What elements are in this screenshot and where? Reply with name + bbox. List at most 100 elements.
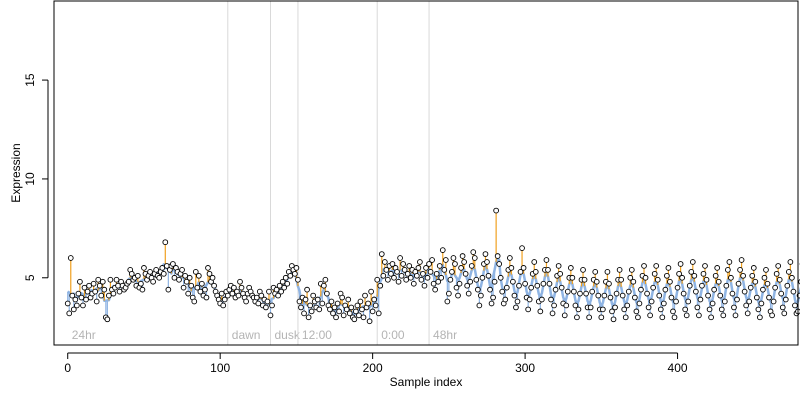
data-point: [113, 276, 120, 283]
data-point: [653, 263, 660, 269]
data-point: [397, 255, 403, 261]
data-point: [74, 302, 80, 309]
data-point: [141, 265, 147, 271]
data-point: [744, 310, 751, 317]
data-point: [470, 249, 477, 255]
data-point: [778, 290, 785, 297]
data-point: [539, 296, 545, 303]
data-point: [644, 290, 650, 297]
data-point: [657, 306, 664, 313]
data-point: [314, 296, 321, 303]
data-point: [743, 302, 750, 309]
data-point: [93, 298, 100, 305]
period-label: 0:00: [381, 328, 405, 342]
data-point: [674, 284, 681, 291]
data-point: [680, 290, 687, 297]
period-label: 24hr: [72, 328, 96, 342]
data-point: [322, 276, 329, 283]
data-point: [77, 278, 83, 285]
data-point: [728, 274, 734, 281]
data-point: [450, 255, 457, 261]
data-point: [625, 288, 632, 295]
data-point: [263, 304, 269, 311]
data-point: [194, 284, 201, 291]
data-point: [301, 310, 307, 317]
y-tick-label: 15: [23, 73, 37, 87]
data-point: [757, 314, 763, 321]
data-point: [449, 269, 455, 275]
data-point: [276, 282, 283, 289]
data-point: [706, 306, 713, 313]
data-point: [705, 292, 711, 299]
data-point: [622, 314, 629, 321]
data-point: [377, 282, 384, 289]
data-point: [183, 278, 190, 285]
data-point: [607, 294, 614, 301]
data-point: [770, 298, 777, 305]
data-point: [721, 298, 728, 305]
data-point: [555, 263, 562, 269]
data-point: [375, 310, 382, 317]
data-point: [685, 298, 692, 305]
data-point: [456, 280, 463, 287]
data-point: [633, 308, 640, 315]
period-label: dawn: [232, 328, 261, 342]
data-point: [537, 308, 544, 315]
data-point: [772, 284, 778, 291]
data-point: [714, 265, 721, 271]
data-point: [381, 259, 388, 265]
data-point: [353, 308, 359, 315]
x-tick-label: 100: [210, 361, 230, 375]
data-point: [447, 276, 454, 283]
data-point: [401, 267, 408, 273]
data-point: [645, 304, 652, 311]
data-point: [662, 286, 669, 293]
data-point: [464, 282, 471, 289]
data-point: [159, 265, 166, 271]
data-point: [490, 294, 496, 301]
data-point: [266, 288, 272, 295]
data-point: [264, 298, 271, 305]
data-point: [545, 267, 551, 273]
data-point: [758, 300, 765, 307]
data-point: [282, 274, 289, 281]
data-point: [243, 298, 249, 305]
data-point: [81, 284, 88, 291]
data-point: [522, 280, 528, 287]
data-point: [619, 292, 626, 299]
data-point: [356, 312, 362, 319]
data-point: [269, 302, 275, 309]
data-point: [715, 278, 722, 285]
data-point: [333, 314, 339, 321]
data-point: [96, 282, 103, 289]
data-point: [253, 294, 260, 301]
data-point: [429, 257, 435, 263]
data-point: [677, 261, 684, 267]
data-point: [275, 292, 281, 299]
data-point: [525, 306, 531, 313]
data-point: [209, 274, 216, 281]
data-point: [90, 280, 97, 287]
data-point: [688, 269, 695, 275]
data-point: [740, 272, 746, 279]
data-point: [86, 282, 92, 289]
data-point: [156, 274, 163, 281]
data-point: [513, 304, 519, 311]
period-label: 12:00: [302, 328, 332, 342]
data-point: [700, 270, 707, 277]
data-point: [575, 306, 582, 313]
data-point: [395, 278, 402, 285]
data-point: [789, 274, 795, 281]
data-point: [750, 265, 757, 271]
data-point: [517, 269, 524, 275]
data-point: [427, 269, 434, 275]
data-point: [647, 312, 653, 319]
data-point: [185, 290, 192, 297]
data-point: [197, 288, 204, 295]
data-point: [499, 288, 506, 295]
data-point: [415, 265, 422, 271]
data-point: [321, 282, 327, 289]
data-point: [221, 296, 228, 303]
data-point: [676, 270, 682, 277]
data-point: [92, 288, 99, 295]
